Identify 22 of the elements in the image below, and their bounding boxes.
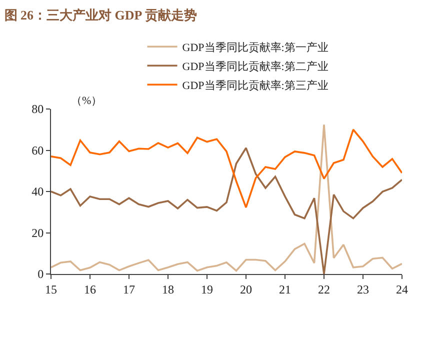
x-tick-label: 17 — [123, 282, 135, 296]
y-tick-label: 80 — [32, 102, 44, 116]
y-tick-label: 40 — [32, 184, 44, 199]
legend-label: GDP当季同比贡献率:第一产业 — [182, 40, 328, 54]
legend-label: GDP当季同比贡献率:第二产业 — [182, 60, 328, 73]
legend-label: GDP当季同比贡献率:第三产业 — [182, 78, 328, 92]
x-tick-label: 21 — [279, 282, 291, 296]
x-tick-label: 18 — [162, 282, 174, 296]
x-tick-label: 19 — [201, 282, 213, 296]
x-tick-label: 20 — [240, 282, 252, 296]
y-tick-label: 20 — [32, 226, 44, 240]
line-series — [51, 124, 402, 272]
x-tick-label: 24 — [396, 282, 408, 296]
x-tick-label: 22 — [318, 282, 330, 296]
y-tick-label: 60 — [32, 143, 44, 158]
line-series — [51, 128, 402, 208]
x-tick-label: 16 — [84, 282, 96, 296]
y-tick-label: 0 — [38, 267, 44, 282]
text: （%） — [71, 95, 102, 107]
chart-title: 图 26：三大产业对 GDP 贡献走势 — [4, 7, 197, 22]
x-tick-label: 15 — [45, 282, 57, 296]
x-tick-label: 23 — [357, 282, 369, 296]
